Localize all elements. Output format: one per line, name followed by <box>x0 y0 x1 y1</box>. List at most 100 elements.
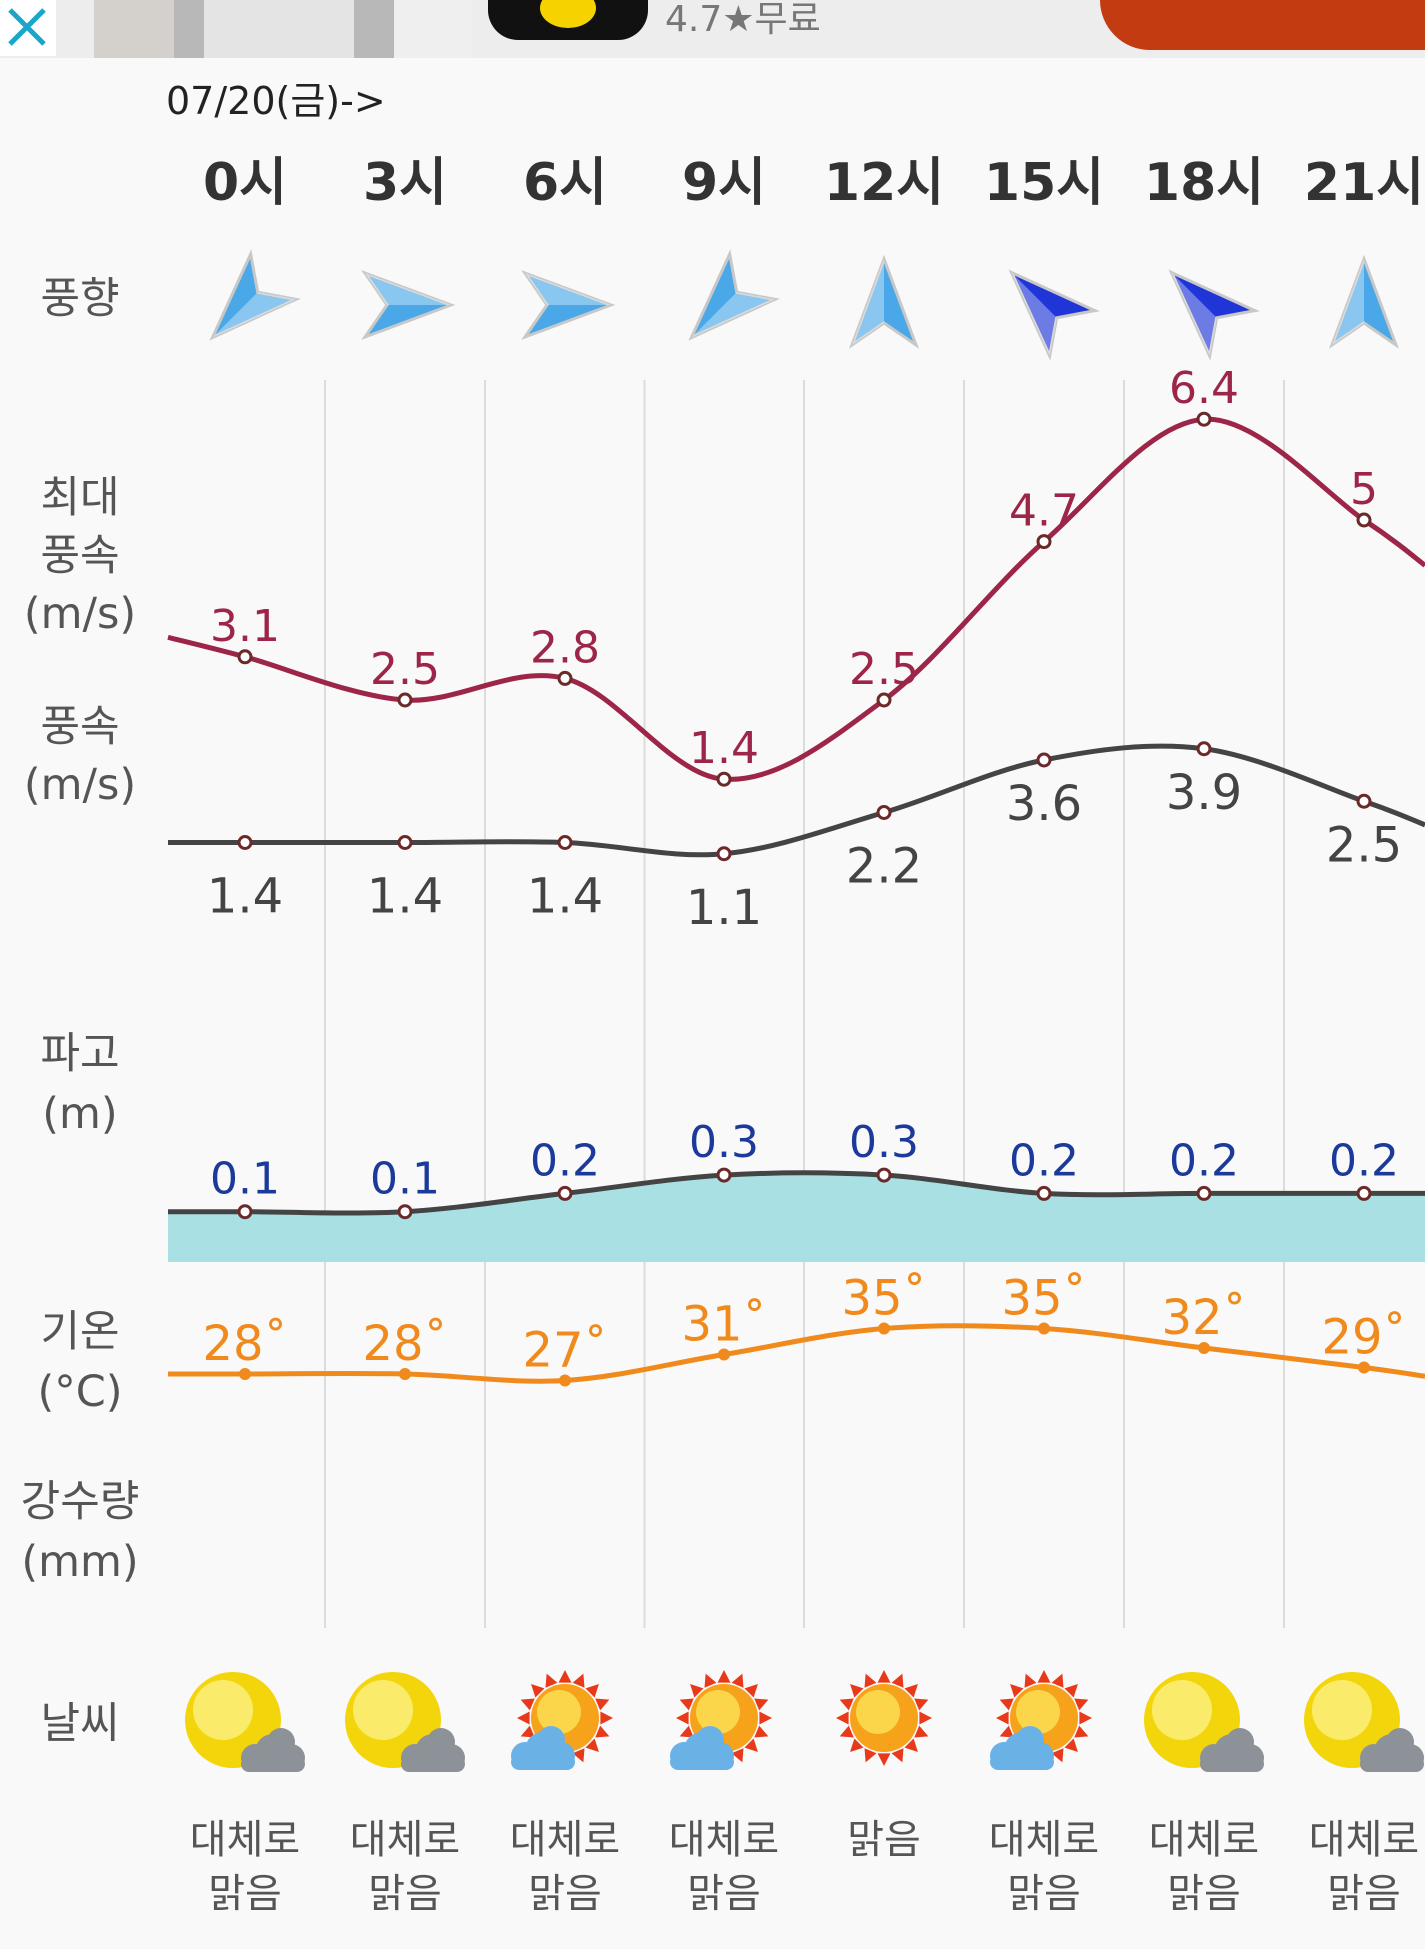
weather-condition: 대체로 <box>668 1817 780 1863</box>
ad-app-icon[interactable] <box>488 0 648 40</box>
temperature-point <box>1198 1342 1210 1354</box>
wind-speed-point <box>237 835 253 850</box>
hour-header: 3시 <box>362 153 448 213</box>
cloud-icon <box>401 1728 465 1772</box>
arrow-southwest-icon <box>688 249 780 341</box>
max-wind-point <box>1196 411 1212 427</box>
label-wave-1: 파고 <box>40 1029 120 1079</box>
max-wind-label: 2.8 <box>530 622 600 673</box>
max-wind-line <box>167 416 1425 782</box>
max-wind-point <box>557 670 573 686</box>
wind-speed-line <box>167 743 1425 858</box>
wave-label: 0.3 <box>689 1117 759 1168</box>
cloud-icon <box>990 1726 1054 1770</box>
wind-speed-point <box>716 846 732 862</box>
max-wind-point <box>1036 534 1052 550</box>
wave-point <box>1356 1185 1372 1201</box>
wind-speed-label: 2.5 <box>1326 817 1402 873</box>
ad-thumbnail[interactable] <box>94 0 472 58</box>
max-wind-label: 2.5 <box>370 644 440 695</box>
max-wind-label: 3.1 <box>210 601 280 652</box>
wind-speed-label: 1.4 <box>207 869 283 925</box>
weather-condition: 맑음 <box>847 1817 921 1863</box>
label-max-wind-3: (m/s) <box>23 589 137 639</box>
max-wind-label: 2.5 <box>849 644 919 695</box>
wave-point <box>876 1167 892 1183</box>
label-precip-2: (mm) <box>21 1537 139 1587</box>
ad-rating-text: 4.7★무료 <box>665 0 821 40</box>
arrow-east-icon <box>521 269 616 341</box>
max-wind-label: 5 <box>1350 464 1378 515</box>
max-wind-label: 1.4 <box>689 723 759 774</box>
temperature-label: 28˚ <box>362 1316 447 1372</box>
label-weather: 날씨 <box>40 1699 120 1749</box>
temperature-label: 29˚ <box>1321 1310 1406 1366</box>
weather-condition: 맑음 <box>1327 1871 1401 1917</box>
wave-point <box>557 1185 573 1201</box>
wind-speed-label: 1.1 <box>686 880 762 936</box>
wind-speed-label: 3.6 <box>1006 776 1082 832</box>
bright-sun-icon <box>836 1670 932 1766</box>
date-label: 07/20(금)-> <box>166 79 386 123</box>
temperature-line <box>168 1323 1425 1384</box>
weather-condition: 대체로 <box>509 1817 621 1863</box>
max-wind-label: 4.7 <box>1009 486 1079 537</box>
label-max-wind-2: 풍속 <box>40 531 120 581</box>
label-precip-1: 강수량 <box>20 1477 140 1527</box>
hour-header: 0시 <box>202 153 288 213</box>
cloud-icon <box>1360 1728 1424 1772</box>
arrow-east-icon <box>361 269 456 341</box>
temperature-label: 31˚ <box>681 1297 766 1353</box>
cloud-icon <box>511 1726 575 1770</box>
close-icon[interactable] <box>0 0 56 56</box>
cloud-icon <box>670 1726 734 1770</box>
max-wind-label: 6.4 <box>1169 363 1239 414</box>
label-wind-direction: 풍향 <box>40 274 120 324</box>
arrow-north-icon <box>1328 254 1400 349</box>
weather-condition: 맑음 <box>368 1871 442 1917</box>
weather-condition: 대체로 <box>189 1817 301 1863</box>
label-wind-2: (m/s) <box>23 760 137 810</box>
weather-condition: 맑음 <box>528 1871 602 1917</box>
weather-condition: 맑음 <box>1007 1871 1081 1917</box>
wave-label: 0.1 <box>210 1154 280 1205</box>
wave-point <box>237 1204 253 1220</box>
wind-speed-point <box>557 835 573 850</box>
weather-condition: 대체로 <box>1308 1817 1420 1863</box>
temperature-point <box>239 1368 251 1380</box>
wind-speed-point <box>1196 741 1212 757</box>
temperature-point <box>1038 1322 1050 1335</box>
sun-highlight <box>1152 1680 1212 1740</box>
temperature-label: 28˚ <box>202 1316 287 1372</box>
label-wind-1: 풍속 <box>40 702 120 752</box>
max-wind-point <box>237 649 253 665</box>
wave-label: 0.2 <box>1329 1135 1399 1186</box>
ad-banner[interactable]: 4.7★무료 <box>0 0 1425 58</box>
hour-header: 18시 <box>1143 153 1265 213</box>
wave-label: 0.3 <box>849 1117 919 1168</box>
hour-header: 15시 <box>983 153 1105 213</box>
temperature-label: 32˚ <box>1161 1290 1246 1346</box>
wind-speed-label: 3.9 <box>1166 765 1242 821</box>
sun-highlight <box>1312 1680 1372 1740</box>
temperature-label: 27˚ <box>522 1323 607 1379</box>
hour-header: 6시 <box>522 153 608 213</box>
temperature-point <box>718 1348 730 1361</box>
hour-header: 12시 <box>823 153 945 213</box>
ad-install-button[interactable] <box>1100 0 1425 50</box>
wave-label: 0.2 <box>530 1135 600 1186</box>
max-wind-point <box>1356 512 1372 528</box>
temperature-label: 35˚ <box>1001 1271 1086 1327</box>
wind-speed-point <box>397 835 413 850</box>
max-wind-point <box>397 692 413 708</box>
weather-condition: 맑음 <box>687 1871 761 1917</box>
weather-condition: 대체로 <box>1148 1817 1260 1863</box>
sun-highlight <box>353 1680 413 1740</box>
wave-line <box>168 1170 1425 1216</box>
hour-header: 21시 <box>1303 153 1425 213</box>
temperature-point <box>1358 1361 1370 1374</box>
wind-speed-point <box>1036 752 1052 768</box>
weather-condition: 맑음 <box>1167 1871 1241 1917</box>
wind-speed-label: 2.2 <box>846 839 922 895</box>
cloud-icon <box>241 1728 305 1772</box>
